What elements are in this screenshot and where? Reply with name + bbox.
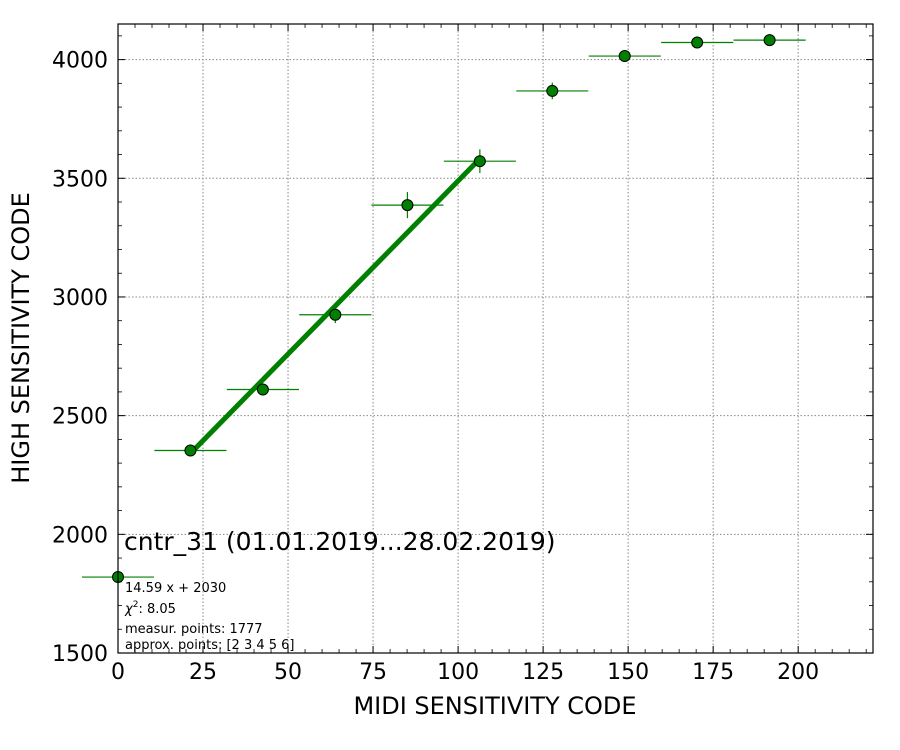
fit-line [188,156,482,456]
chi2-value: : 8.05 [138,602,175,617]
chart-annotation-title: cntr_31 (01.01.2019...28.02.2019) [124,527,556,556]
chi2-annotation: χ2: 8.05 [124,600,176,617]
data-point [256,383,269,396]
chi2-superscript: 2 [133,600,139,610]
y-tick-label: 3000 [52,286,108,311]
y-tick-labels: 1500 2000 2500 3000 3500 4000 [52,49,108,667]
minor-ticks [118,24,873,653]
fit-line-group [188,156,482,456]
error-bars [81,39,806,578]
x-tick-label: 100 [437,660,479,685]
data-point [546,84,559,97]
data-point [184,444,197,457]
x-tick-label: 0 [111,660,125,685]
y-tick-label: 4000 [52,49,108,74]
x-tick-label: 175 [692,660,734,685]
x-tick-label: 150 [607,660,649,685]
y-tick-label: 1500 [52,642,108,667]
x-tick-label: 200 [777,660,819,685]
plot-frame [117,23,874,654]
y-tick-label: 3500 [52,167,108,192]
x-tick-label: 125 [522,660,564,685]
y-tick-label: 2500 [52,405,108,430]
data-point [691,36,704,49]
y-tick-label: 2000 [52,523,108,548]
data-point [618,50,631,63]
x-tick-label: 50 [274,660,302,685]
measur-points-annotation: measur. points: 1777 [125,622,263,637]
data-point [329,308,342,321]
approx-points-annotation: approx. points: [2 3 4 5 6] [125,638,295,653]
data-point [763,34,776,47]
major-ticks [117,24,873,654]
data-point [473,155,486,168]
chi2-symbol: χ [124,602,134,617]
x-tick-label: 75 [359,660,387,685]
y-axis-title: HIGH SENSITIVITY CODE [7,192,35,484]
grid [117,24,873,654]
x-tick-label: 25 [189,660,217,685]
x-tick-labels: 0 25 50 75 100 125 150 175 200 [111,660,819,685]
data-point [401,199,414,212]
fit-equation: 14.59 x + 2030 [125,581,226,596]
data-points [112,34,776,584]
x-axis-title: MIDI SENSITIVITY CODE [353,692,636,720]
